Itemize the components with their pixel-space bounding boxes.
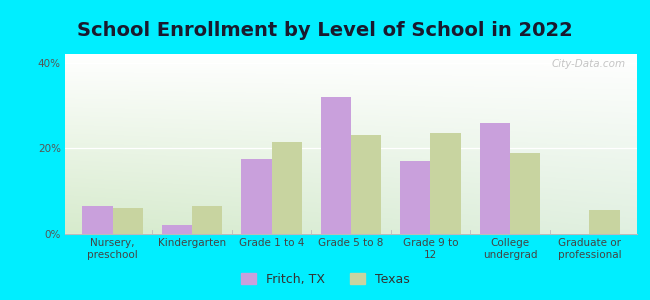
Bar: [351, 135, 381, 234]
Text: School Enrollment by Level of School in 2022: School Enrollment by Level of School in …: [77, 21, 573, 40]
Bar: [162, 225, 192, 234]
Bar: [480, 123, 510, 234]
Bar: [430, 133, 461, 234]
Legend: Fritch, TX, Texas: Fritch, TX, Texas: [235, 268, 415, 291]
Bar: [272, 142, 302, 234]
Bar: [400, 161, 430, 234]
Bar: [112, 208, 143, 234]
Bar: [590, 210, 619, 234]
Bar: [83, 206, 112, 234]
Bar: [321, 97, 351, 234]
Bar: [192, 206, 222, 234]
Text: City-Data.com: City-Data.com: [551, 59, 625, 69]
Bar: [241, 159, 272, 234]
Bar: [510, 153, 540, 234]
